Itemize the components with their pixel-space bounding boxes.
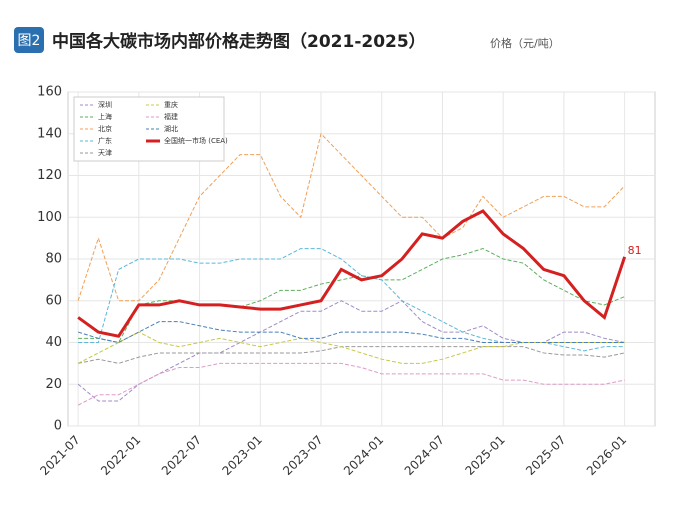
x-tick-label: 2024-01 <box>341 433 386 478</box>
x-tick-label: 2021-07 <box>37 433 82 478</box>
x-tick-label: 2023-07 <box>280 433 325 478</box>
legend-label: 福建 <box>164 112 178 121</box>
series-line <box>78 248 625 344</box>
series-line <box>77 321 625 344</box>
y-tick-label: 140 <box>37 126 62 141</box>
y-tick-label: 120 <box>37 168 62 183</box>
y-tick-label: 20 <box>45 377 62 392</box>
legend-label: 深圳 <box>98 100 112 109</box>
x-tick-label: 2022-01 <box>98 433 143 478</box>
legend-label: 全国统一市场 (CEA) <box>164 136 228 145</box>
series-line <box>77 209 627 338</box>
legend-label: 广东 <box>98 136 112 145</box>
x-tick-label: 2025-01 <box>462 433 507 478</box>
y-tick-label: 60 <box>45 293 62 308</box>
y-tick-label: 160 <box>37 85 62 100</box>
x-tick-label: 2024-07 <box>402 433 447 478</box>
x-tick-label: 2023-01 <box>220 433 265 478</box>
badge-bg <box>14 27 44 53</box>
y-tick-label: 100 <box>37 210 62 225</box>
legend-label: 北京 <box>98 124 112 133</box>
legend-label: 湖北 <box>164 124 178 133</box>
legend-label: 上海 <box>98 112 112 121</box>
series-line <box>77 132 625 302</box>
y-tick-label: 40 <box>45 335 62 350</box>
series-line <box>78 346 625 364</box>
legend-label: 重庆 <box>164 100 178 109</box>
chart-subtitle: 价格（元/吨） <box>490 36 560 50</box>
series-line <box>77 362 625 406</box>
legend-label: 天津 <box>98 149 112 157</box>
y-tick-label: 0 <box>54 419 62 434</box>
x-tick-label: 2025-07 <box>523 433 568 478</box>
y-tick-label: 80 <box>45 252 62 267</box>
data-label: 81 <box>628 244 642 257</box>
series-line <box>77 300 625 402</box>
x-tick-label: 2022-07 <box>159 433 204 478</box>
badge: 图2 <box>18 33 41 49</box>
x-tick-label: 2026-01 <box>584 433 629 478</box>
chart-title: 中国各大碳市场内部价格走势图（2021-2025） <box>52 31 426 52</box>
